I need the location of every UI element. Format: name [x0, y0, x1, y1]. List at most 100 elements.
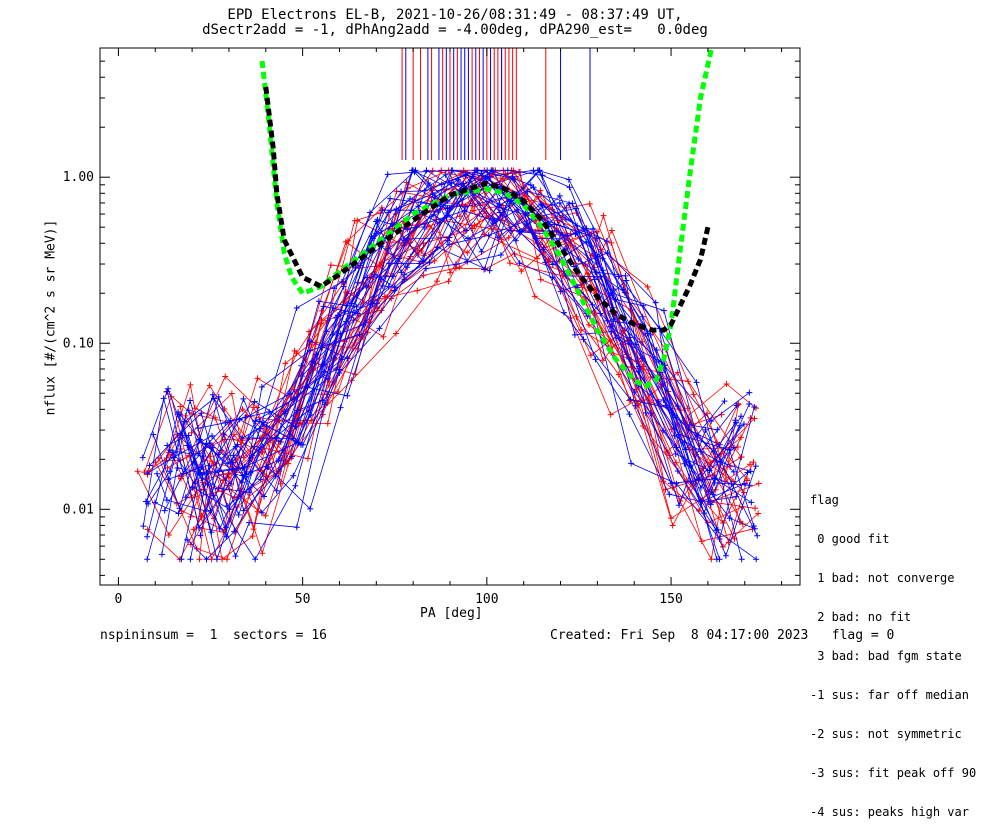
sector-point: [134, 468, 141, 475]
legend-item: 2 bad: no fit: [810, 610, 912, 624]
sector-point: [209, 432, 216, 439]
sector-point: [652, 299, 659, 306]
sector-point: [603, 238, 610, 245]
sector-point: [537, 276, 544, 283]
sector-point: [222, 419, 229, 426]
sector-point: [208, 556, 215, 563]
sector-point: [462, 172, 469, 179]
sector-point: [387, 195, 394, 202]
sector-point: [393, 205, 400, 212]
sector-point: [746, 389, 753, 396]
sector-point: [644, 283, 651, 290]
sector-traces: [134, 167, 762, 563]
sector-point: [615, 273, 622, 280]
sector-point: [334, 312, 341, 319]
sector-point: [594, 253, 601, 260]
sector-point: [662, 486, 669, 493]
sector-point: [446, 234, 453, 241]
sector-point: [506, 260, 513, 267]
sector-point: [161, 507, 168, 514]
sector-point: [258, 509, 265, 516]
sector-point: [635, 402, 642, 409]
sector-point: [564, 232, 571, 239]
legend-item: -1 sus: far off median: [810, 688, 969, 702]
sector-point: [224, 556, 231, 563]
sector-point: [340, 283, 347, 290]
sector-point: [370, 235, 377, 242]
sector-point: [698, 538, 705, 545]
flag-legend: flag 0 good fit 1 bad: not converge 2 ba…: [810, 468, 976, 832]
sector-point: [593, 287, 600, 294]
sector-point: [415, 203, 422, 210]
sector-point: [175, 510, 182, 517]
sector-point: [231, 431, 238, 438]
sector-point: [198, 410, 205, 417]
sector-point: [338, 356, 345, 363]
sector-point: [144, 556, 151, 563]
sector-point: [193, 545, 200, 552]
sector-point: [188, 429, 195, 436]
sector-point: [460, 180, 467, 187]
sector-trace: [190, 169, 759, 518]
x-tick-label: 50: [295, 592, 311, 607]
sector-point: [255, 446, 262, 453]
sector-point: [644, 330, 651, 337]
sector-point: [731, 444, 738, 451]
sector-point: [538, 200, 545, 207]
sector-point: [380, 333, 387, 340]
sector-point: [600, 267, 607, 274]
sector-point: [141, 469, 148, 476]
sector-point: [252, 556, 259, 563]
sector-point: [229, 459, 236, 466]
sector-point: [527, 181, 534, 188]
sector-point: [592, 309, 599, 316]
sector-point: [208, 529, 215, 536]
sector-point: [733, 493, 740, 500]
sector-point: [411, 169, 418, 176]
sector-point: [290, 395, 297, 402]
sector-point: [738, 413, 745, 420]
sector-point: [261, 493, 268, 500]
sector-point: [165, 385, 172, 392]
sector-point: [304, 384, 311, 391]
sector-point: [313, 351, 320, 358]
sector-point: [714, 426, 721, 433]
sector-point: [738, 556, 745, 563]
sector-point: [593, 235, 600, 242]
sector-point: [495, 204, 502, 211]
sector-point: [556, 235, 563, 242]
sector-point: [631, 389, 638, 396]
sector-point: [185, 407, 192, 414]
sector-point: [531, 293, 538, 300]
sector-point: [557, 288, 564, 295]
sector-point: [315, 298, 322, 305]
sector-point: [747, 461, 754, 468]
sector-point: [367, 301, 374, 308]
footer-nspin: nspininsum = 1 sectors = 16: [100, 628, 327, 643]
sector-point: [307, 411, 314, 418]
sector-point: [497, 252, 504, 259]
sector-point: [264, 464, 271, 471]
sector-point: [344, 355, 351, 362]
sector-point: [722, 552, 729, 559]
sector-point: [163, 497, 170, 504]
sector-point: [223, 524, 230, 531]
sector-point: [187, 397, 194, 404]
sector-point: [660, 307, 667, 314]
sector-point: [456, 264, 463, 271]
sector-point: [707, 501, 714, 508]
sector-point: [342, 318, 349, 325]
sector-point: [277, 438, 284, 445]
sector-point: [549, 274, 556, 281]
sector-point: [388, 295, 395, 302]
sector-trace: [164, 173, 757, 461]
sector-point: [249, 533, 256, 540]
sector-point: [228, 480, 235, 487]
sector-point: [445, 278, 452, 285]
sector-point: [239, 406, 246, 413]
sector-point: [210, 492, 217, 499]
sector-point: [698, 498, 705, 505]
sector-point: [705, 488, 712, 495]
sector-point: [559, 231, 566, 238]
sector-point: [236, 416, 243, 423]
